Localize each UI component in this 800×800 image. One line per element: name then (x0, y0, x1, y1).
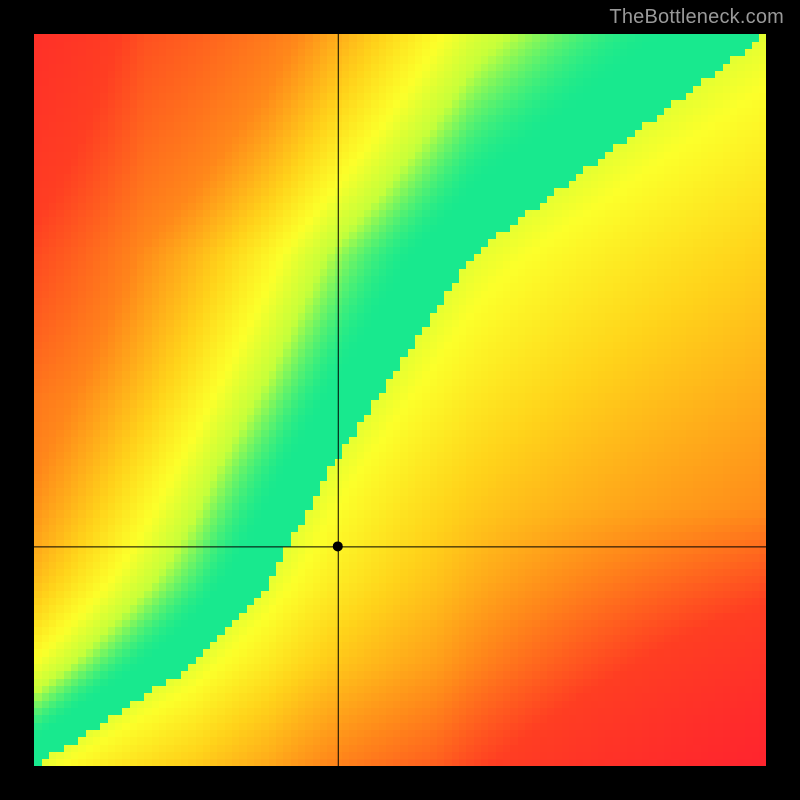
attribution-text: TheBottleneck.com (609, 6, 784, 29)
chart-container: TheBottleneck.com (0, 0, 800, 800)
plot-area (34, 34, 766, 766)
heatmap-canvas (34, 34, 766, 766)
